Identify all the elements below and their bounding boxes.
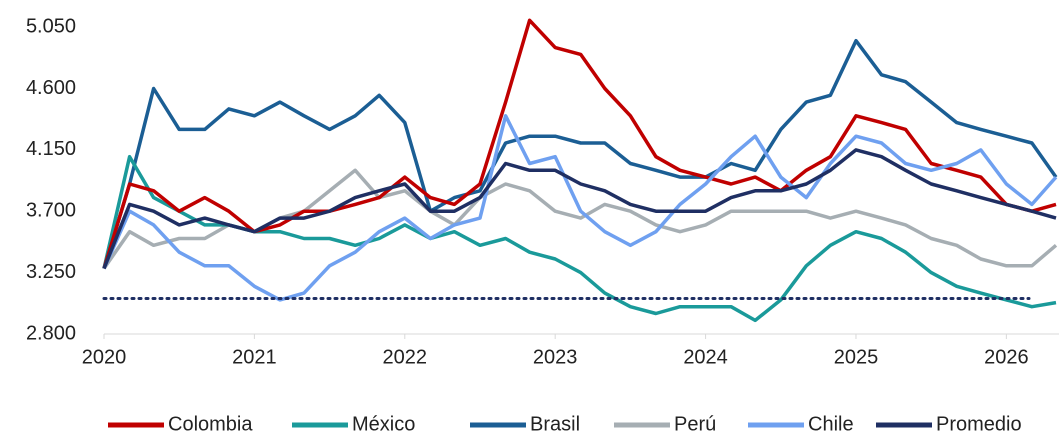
x-tick-label: 2020 <box>82 346 127 368</box>
series-line <box>102 154 1057 323</box>
y-tick-label: 4.150 <box>26 138 76 160</box>
legend-label: Chile <box>808 413 854 435</box>
series-line <box>102 18 1057 270</box>
series-line <box>102 38 1058 270</box>
x-tick-label: 2022 <box>383 346 428 368</box>
x-tick-label: 2024 <box>683 346 728 368</box>
x-tick-label: 2023 <box>533 346 578 368</box>
legend-label: México <box>352 413 415 435</box>
legend-label: Perú <box>674 413 716 435</box>
y-tick-label: 4.600 <box>26 77 76 99</box>
legend-label: Colombia <box>168 413 253 435</box>
legend-label: Promedio <box>936 413 1022 435</box>
legend-label: Brasil <box>530 413 580 435</box>
series-line <box>102 114 1058 302</box>
y-tick-label: 5.050 <box>26 15 76 37</box>
y-tick-label: 3.250 <box>26 261 76 283</box>
x-tick-label: 2026 <box>984 346 1029 368</box>
y-tick-label: 3.700 <box>26 200 76 222</box>
x-tick-label: 2021 <box>232 346 277 368</box>
y-tick-label: 2.800 <box>26 322 76 344</box>
x-tick-label: 2025 <box>834 346 879 368</box>
series-line <box>102 148 1057 270</box>
